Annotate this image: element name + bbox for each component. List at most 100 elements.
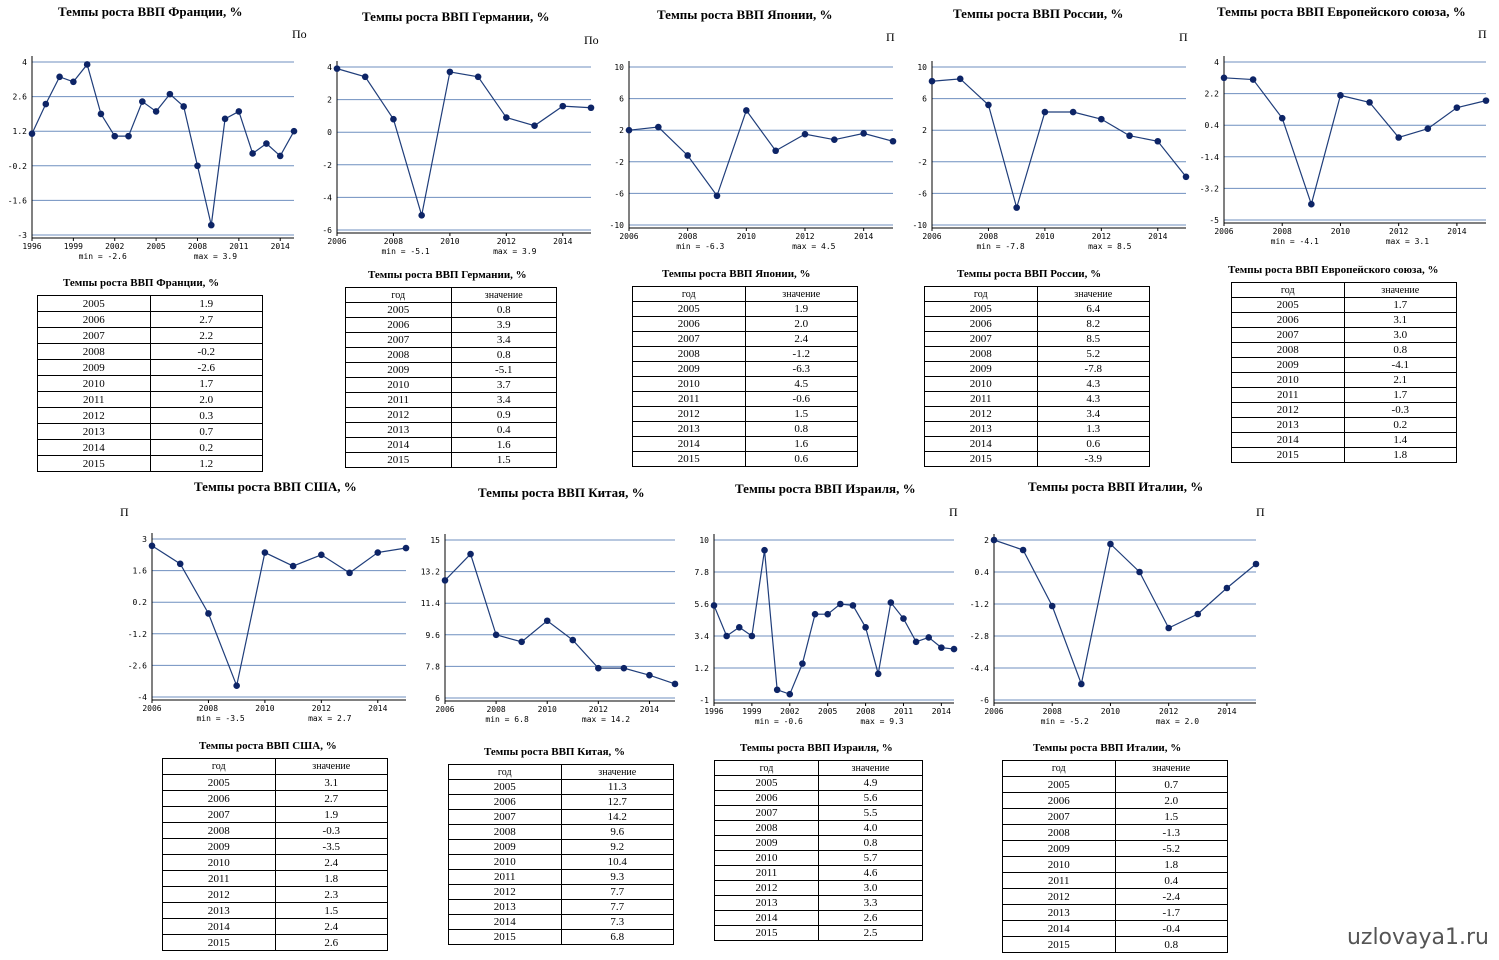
table-header-value: значение <box>274 758 388 775</box>
table-cell-year: 2010 <box>345 377 452 393</box>
table-title-eu: Темпы роста ВВП Европейского союза, % <box>1228 264 1439 276</box>
table-cell-value: 1.6 <box>450 437 557 453</box>
table-cell-year: 2009 <box>924 361 1038 377</box>
table-row: 2008 -1.2 <box>632 346 858 362</box>
table-row: 2010 4.3 <box>924 376 1150 392</box>
data-point <box>743 107 750 114</box>
table-cell-year: 2015 <box>1231 447 1345 463</box>
data-point <box>655 123 662 131</box>
table-row: 2010 2.4 <box>162 854 388 871</box>
table-cell-value: 1.4 <box>1343 432 1457 448</box>
data-point <box>773 686 781 694</box>
y-tick-label: -6 <box>614 189 624 198</box>
x-tick-label: 2012 <box>1159 707 1178 716</box>
data-point <box>374 549 382 556</box>
data-point <box>862 623 869 631</box>
y-tick-label: -3.2 <box>1200 184 1219 193</box>
table-cell-value: 5.5 <box>818 805 923 821</box>
table-row: 2011 4.3 <box>924 391 1150 407</box>
table-cell-value: 3.1 <box>1343 312 1457 328</box>
table-cell-year: 2006 <box>1231 312 1345 328</box>
table-row: 2009 -4.1 <box>1231 357 1457 373</box>
table-cell-value: -2.6 <box>149 359 263 376</box>
data-point <box>887 599 895 606</box>
table-title-japan: Темпы роста ВВП Японии, % <box>662 268 811 280</box>
table-cell-value: -1.7 <box>1114 904 1228 921</box>
table-cell-year: 2010 <box>37 375 151 392</box>
series-line <box>993 539 1257 687</box>
table-row: 2013 1.3 <box>924 421 1150 437</box>
data-point <box>152 108 160 115</box>
data-point <box>205 610 212 617</box>
table-row: 2012 0.3 <box>37 407 263 424</box>
x-tick-label: 2010 <box>1101 707 1120 716</box>
table-cell-year: 2006 <box>632 316 746 332</box>
y-tick-label: 4 <box>327 63 332 72</box>
max-label: max = 3.9 <box>493 247 537 256</box>
y-tick-label: 3.4 <box>695 632 710 641</box>
table-cell-value: 3.0 <box>818 880 923 896</box>
data-point <box>1182 173 1190 181</box>
table-row: 2007 5.5 <box>714 805 923 821</box>
table-cell-year: 2011 <box>162 870 276 887</box>
table-title-israel: Темпы роста ВВП Израиля, % <box>740 742 893 754</box>
table-cell-year: 2005 <box>924 301 1038 317</box>
x-tick-label: 2014 <box>1217 707 1236 716</box>
table-cell-value: 2.0 <box>744 316 858 332</box>
table-row: 2012 -0.3 <box>1231 402 1457 418</box>
table-header-value: значение <box>560 764 674 780</box>
data-point <box>684 152 691 159</box>
table-row: 2005 11.3 <box>448 779 674 795</box>
table-header-year: год <box>1002 760 1116 777</box>
table-cell-year: 2006 <box>448 794 562 810</box>
table-row: 2005 0.7 <box>1002 776 1228 793</box>
table-row: 2006 2.0 <box>1002 792 1228 809</box>
table-cell-year: 2011 <box>1231 387 1345 403</box>
data-point <box>346 569 353 577</box>
table-cell-value: 1.9 <box>274 806 388 823</box>
table-cell-value: -0.6 <box>744 391 858 407</box>
table-cell-year: 2009 <box>448 839 562 855</box>
data-point <box>710 602 718 609</box>
data-point <box>56 73 63 81</box>
data-point <box>418 212 425 219</box>
chart-svg-russia: 10 6 2 -2 -6 -10 2006 2008 2010 2012 2014 min = -7.… <box>913 61 1190 251</box>
table-row: 2008 -0.2 <box>37 343 263 360</box>
data-point <box>799 660 806 667</box>
table-cell-year: 2007 <box>37 327 151 344</box>
table-cell-value: 3.4 <box>450 332 557 348</box>
table-cell-year: 2013 <box>632 421 746 437</box>
table-cell-value: 12.7 <box>560 794 674 810</box>
table-row: 2008 -0.3 <box>162 822 388 839</box>
chart-svg-germany: 4 2 0 -2 -4 -6 2006 2008 2010 2012 2014 min = -5.1 m… <box>322 61 595 256</box>
table-cell-value: -3.5 <box>274 838 388 855</box>
table-row: 2005 0.8 <box>345 302 557 318</box>
table-cell-value: 0.8 <box>450 302 557 318</box>
table-row: 2009 9.2 <box>448 839 674 855</box>
table-cell-year: 2010 <box>1002 856 1116 873</box>
table-row: 2010 2.1 <box>1231 372 1457 388</box>
table-cell-year: 2005 <box>1231 297 1345 313</box>
table-cell-year: 2005 <box>714 775 819 791</box>
x-tick-label: 2006 <box>619 232 638 241</box>
chart-plot-eu: 4 2.2 0.4 -1.4 -3.2 -5 2006 2008 2010 2012 2014 min… <box>1192 50 1492 250</box>
y-tick-label: 2 <box>619 126 624 135</box>
y-tick-label: -1 <box>699 696 709 705</box>
series-line <box>31 63 295 226</box>
table-title-italy: Темпы роста ВВП Италии, % <box>1033 742 1182 754</box>
x-tick-label: 2008 <box>188 242 207 251</box>
data-point <box>1019 546 1027 554</box>
data-table-japan: год значение 2005 1.9 2006 2.0 2007 2.4 2008 -1.2… <box>632 286 858 467</box>
table-row: 2015 6.8 <box>448 929 674 945</box>
data-point <box>1308 200 1315 208</box>
table-row: 2009 -7.8 <box>924 361 1150 377</box>
table-cell-year: 2013 <box>924 421 1038 437</box>
table-cell-value: 0.8 <box>1343 342 1457 358</box>
table-cell-year: 2014 <box>162 918 276 935</box>
data-point <box>1252 560 1260 568</box>
data-table-eu: год значение 2005 1.7 2006 3.1 2007 3.0 2008 0.8 2… <box>1231 282 1457 463</box>
data-point <box>176 560 184 568</box>
table-row: 2011 9.3 <box>448 869 674 885</box>
x-tick-label: 1996 <box>704 707 723 716</box>
table-cell-year: 2006 <box>162 790 276 807</box>
